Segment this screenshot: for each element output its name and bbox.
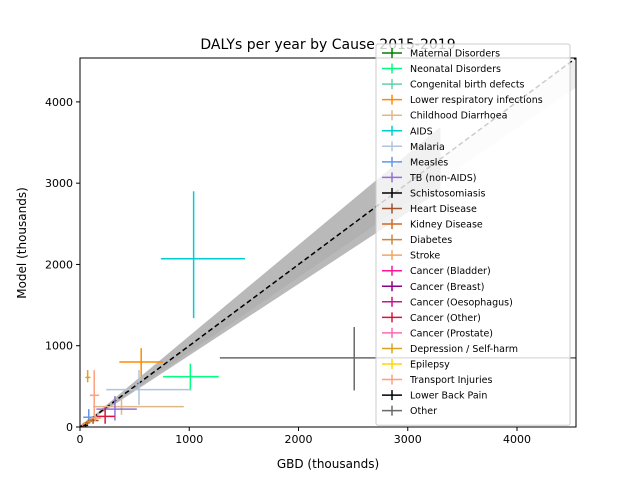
series-4 bbox=[93, 398, 184, 415]
x-axis-label: GBD (thousands) bbox=[277, 457, 379, 471]
series-5 bbox=[160, 191, 245, 319]
y-tick-label: 1000 bbox=[45, 340, 73, 353]
legend-box bbox=[375, 43, 571, 426]
legend-label: Lower Back Pain bbox=[410, 391, 487, 402]
legend-label: Congenital birth defects bbox=[410, 80, 525, 91]
legend-entry: Diabetes bbox=[382, 234, 452, 246]
legend-entry: TB (non-AIDS) bbox=[382, 172, 476, 184]
legend-label: Heart Disease bbox=[410, 204, 477, 215]
legend-entry: Lower respiratory infections bbox=[382, 94, 543, 106]
legend-label: Schistosomiasis bbox=[410, 188, 485, 199]
legend-label: Epilepsy bbox=[410, 360, 450, 371]
legend-entry: Transport Injuries bbox=[382, 374, 492, 386]
axes: 0 1000 2000 3000 4000 0 1000 2000 3000 4000 bbox=[45, 57, 577, 446]
legend-label: Malaria bbox=[410, 142, 445, 153]
series-3 bbox=[119, 348, 164, 377]
x-tick-label: 1000 bbox=[175, 433, 203, 446]
series-12 bbox=[86, 418, 94, 424]
legend-label: Neonatal Disorders bbox=[410, 64, 501, 75]
legend-label: Measles bbox=[410, 157, 448, 168]
series-22 bbox=[83, 423, 89, 427]
series-17 bbox=[96, 407, 115, 424]
legend: Maternal Disorders Neonatal Disorders Cong… bbox=[375, 43, 571, 426]
series-1 bbox=[163, 363, 219, 391]
legend-label: Childhood Diarrhoea bbox=[410, 111, 507, 122]
legend-entry: Congenital birth defects bbox=[382, 79, 525, 91]
legend-entry: Stroke bbox=[382, 250, 440, 262]
legend-entry: Cancer (Other) bbox=[382, 312, 481, 324]
legend-label: TB (non-AIDS) bbox=[409, 173, 476, 184]
legend-label: Stroke bbox=[410, 251, 440, 262]
legend-label: AIDS bbox=[410, 126, 433, 137]
y-tick-label: 0 bbox=[66, 421, 73, 434]
legend-entry: Measles bbox=[382, 156, 448, 168]
x-tick-label: 2000 bbox=[285, 433, 313, 446]
legend-entry: Maternal Disorders bbox=[382, 48, 500, 60]
legend-entry: Cancer (Bladder) bbox=[382, 265, 491, 277]
legend-label: Cancer (Breast) bbox=[410, 282, 484, 293]
x-tick-label: 0 bbox=[77, 433, 84, 446]
y-tick-label: 3000 bbox=[45, 177, 73, 190]
legend-entry: Heart Disease bbox=[382, 203, 477, 215]
legend-label: Maternal Disorders bbox=[410, 49, 500, 60]
y-tick-label: 2000 bbox=[45, 258, 73, 271]
legend-label: Kidney Disease bbox=[410, 220, 483, 231]
legend-entry: Schistosomiasis bbox=[382, 187, 485, 199]
series-21 bbox=[89, 370, 100, 417]
series-6 bbox=[106, 370, 192, 406]
band-inner bbox=[80, 126, 441, 427]
legend-label: Cancer (Bladder) bbox=[410, 266, 491, 277]
legend-entry: Lower Back Pain bbox=[382, 390, 487, 402]
legend-label: Transport Injuries bbox=[409, 375, 492, 386]
legend-label: Diabetes bbox=[410, 235, 452, 246]
legend-label: Depression / Self-harm bbox=[410, 344, 518, 355]
x-tick-label: 4000 bbox=[503, 433, 531, 446]
series-19 bbox=[85, 370, 91, 383]
series-13 bbox=[90, 413, 101, 422]
legend-label: Lower respiratory infections bbox=[410, 95, 543, 106]
legend-entry: Cancer (Breast) bbox=[382, 281, 484, 293]
legend-entry: Depression / Self-harm bbox=[382, 343, 518, 355]
y-axis-label: Model (thousands) bbox=[15, 187, 29, 299]
legend-entry: Malaria bbox=[382, 141, 445, 153]
x-tick-label: 3000 bbox=[394, 433, 422, 446]
y-tick-label: 4000 bbox=[45, 96, 73, 109]
legend-entry: Epilepsy bbox=[382, 359, 450, 371]
legend-entry: Kidney Disease bbox=[382, 219, 483, 231]
legend-entry: Cancer (Oesophagus) bbox=[382, 296, 513, 308]
legend-entry: AIDS bbox=[382, 125, 433, 137]
legend-entry: Neonatal Disorders bbox=[382, 63, 501, 75]
legend-entry: Cancer (Prostate) bbox=[382, 327, 493, 339]
legend-entry: Childhood Diarrhoea bbox=[382, 110, 507, 122]
legend-entry: Other bbox=[382, 405, 437, 417]
legend-label: Cancer (Prostate) bbox=[410, 328, 493, 339]
plot-frame bbox=[79, 57, 577, 428]
legend-label: Cancer (Other) bbox=[410, 313, 481, 324]
legend-label: Cancer (Oesophagus) bbox=[410, 297, 513, 308]
legend-label: Other bbox=[410, 406, 437, 417]
